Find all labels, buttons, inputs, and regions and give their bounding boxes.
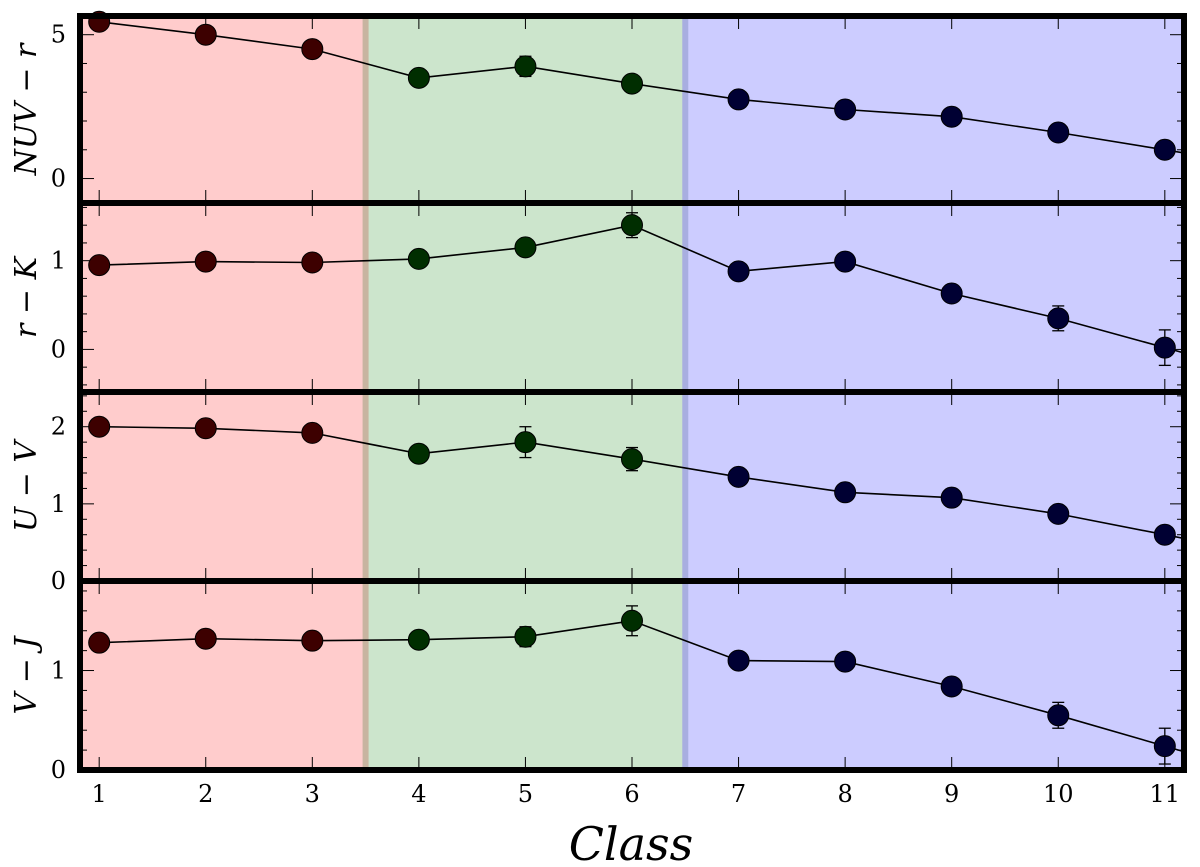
panel-3-data-point-class-3 (301, 421, 324, 444)
panel-3-data-point-class-9 (940, 486, 963, 509)
panel-2-data-point-class-10 (1047, 307, 1070, 330)
panel-4-data-point-class-6 (621, 609, 643, 632)
panel-4-data-point-class-11 (1153, 735, 1176, 758)
panel-1-data-point-class-3 (301, 38, 324, 61)
panel-2-data-point-class-7 (727, 260, 750, 283)
panel-4-y-axis-label: V − J (9, 635, 44, 715)
panel-3-data-point-class-4 (407, 442, 430, 465)
panel-1-y-axis-label: NUV − r (9, 42, 44, 176)
panel-4-y-tick-label-0: 0 (51, 756, 66, 784)
panel-4-data-point-class-10 (1047, 704, 1070, 727)
panel-2-data-point-class-2 (194, 250, 217, 273)
panel-3-data-point-class-6 (621, 448, 643, 471)
panel-3-data-point-class-11 (1153, 523, 1176, 546)
panel-2-data-point-class-1 (88, 254, 111, 277)
panel-2-data-point-class-5 (514, 236, 537, 259)
panel-2-y-axis-label: r − K (9, 255, 44, 338)
x-tick-label-6: 6 (624, 780, 639, 808)
panel-2-data-point-class-8 (834, 250, 857, 273)
x-tick-label-10: 10 (1043, 780, 1074, 808)
x-tick-label-11: 11 (1150, 780, 1181, 808)
panel-2-data-point-class-3 (301, 251, 324, 274)
x-tick-label-9: 9 (944, 780, 959, 808)
panel-4-data-point-class-7 (727, 649, 750, 672)
panel-4-data-point-class-3 (301, 629, 324, 652)
panel-2-y-tick-label-1: 1 (51, 247, 66, 275)
panel-3-y-tick-label-2: 2 (51, 413, 66, 441)
panel-1-series-line (99, 21, 1184, 154)
panel-1-data-point-class-7 (727, 88, 750, 111)
panel-2-y-tick-label-0: 0 (51, 335, 66, 363)
panel-1-y-tick-label-0: 0 (51, 165, 66, 193)
panel-1-data-point-class-5 (514, 55, 537, 78)
panel-4-data-point-class-2 (194, 627, 217, 650)
panel-3-data-point-class-10 (1047, 502, 1070, 525)
panel-2-data-point-class-11 (1153, 336, 1176, 359)
panel-2-data-point-class-4 (407, 247, 430, 270)
data-layer (88, 10, 1184, 765)
panel-3-y-tick-label-0: 0 (51, 567, 66, 595)
panel-4-data-point-class-1 (88, 631, 111, 654)
panel-1-data-point-class-8 (834, 98, 857, 121)
x-tick-label-1: 1 (92, 780, 107, 808)
panel-4-data-point-class-5 (514, 625, 537, 648)
panel-2-data-point-class-9 (940, 282, 963, 305)
frame-layer (77, 13, 1187, 773)
panel-1-y-tick-label-5: 5 (51, 21, 66, 49)
panel-4-series-line (99, 619, 1184, 753)
panel-4-data-point-class-8 (834, 650, 857, 673)
panel-3-data-point-class-1 (88, 415, 111, 438)
panel-4-data-point-class-9 (940, 675, 963, 698)
x-axis-label: Class (569, 817, 694, 867)
panel-3-series-line (99, 425, 1184, 540)
panel-4-data-point-class-4 (407, 628, 430, 651)
panel-1-data-point-class-4 (407, 66, 430, 89)
panel-1-data-point-class-2 (194, 23, 217, 46)
panel-3-data-point-class-8 (834, 481, 857, 504)
x-tick-label-3: 3 (305, 780, 320, 808)
x-tick-label-2: 2 (198, 780, 213, 808)
panel-3-data-point-class-7 (727, 465, 750, 488)
panel-2-series-line (99, 224, 1184, 354)
panel-3-data-point-class-2 (194, 417, 217, 440)
x-tick-label-5: 5 (518, 780, 533, 808)
x-tick-label-4: 4 (411, 780, 426, 808)
panel-4-y-tick-label-1: 1 (51, 657, 66, 685)
panel-1-data-point-class-10 (1047, 121, 1070, 144)
panel-1-data-point-class-11 (1153, 138, 1176, 161)
panel-3-data-point-class-5 (514, 431, 537, 454)
x-tick-label-8: 8 (837, 780, 852, 808)
panel-1-data-point-class-9 (940, 105, 963, 128)
panel-3-y-axis-label: U − V (9, 438, 44, 532)
panel-2-data-point-class-6 (621, 214, 643, 237)
x-tick-label-7: 7 (731, 780, 746, 808)
panel-1-data-point-class-6 (621, 72, 643, 95)
panel-3-y-tick-label-1: 1 (51, 490, 66, 518)
